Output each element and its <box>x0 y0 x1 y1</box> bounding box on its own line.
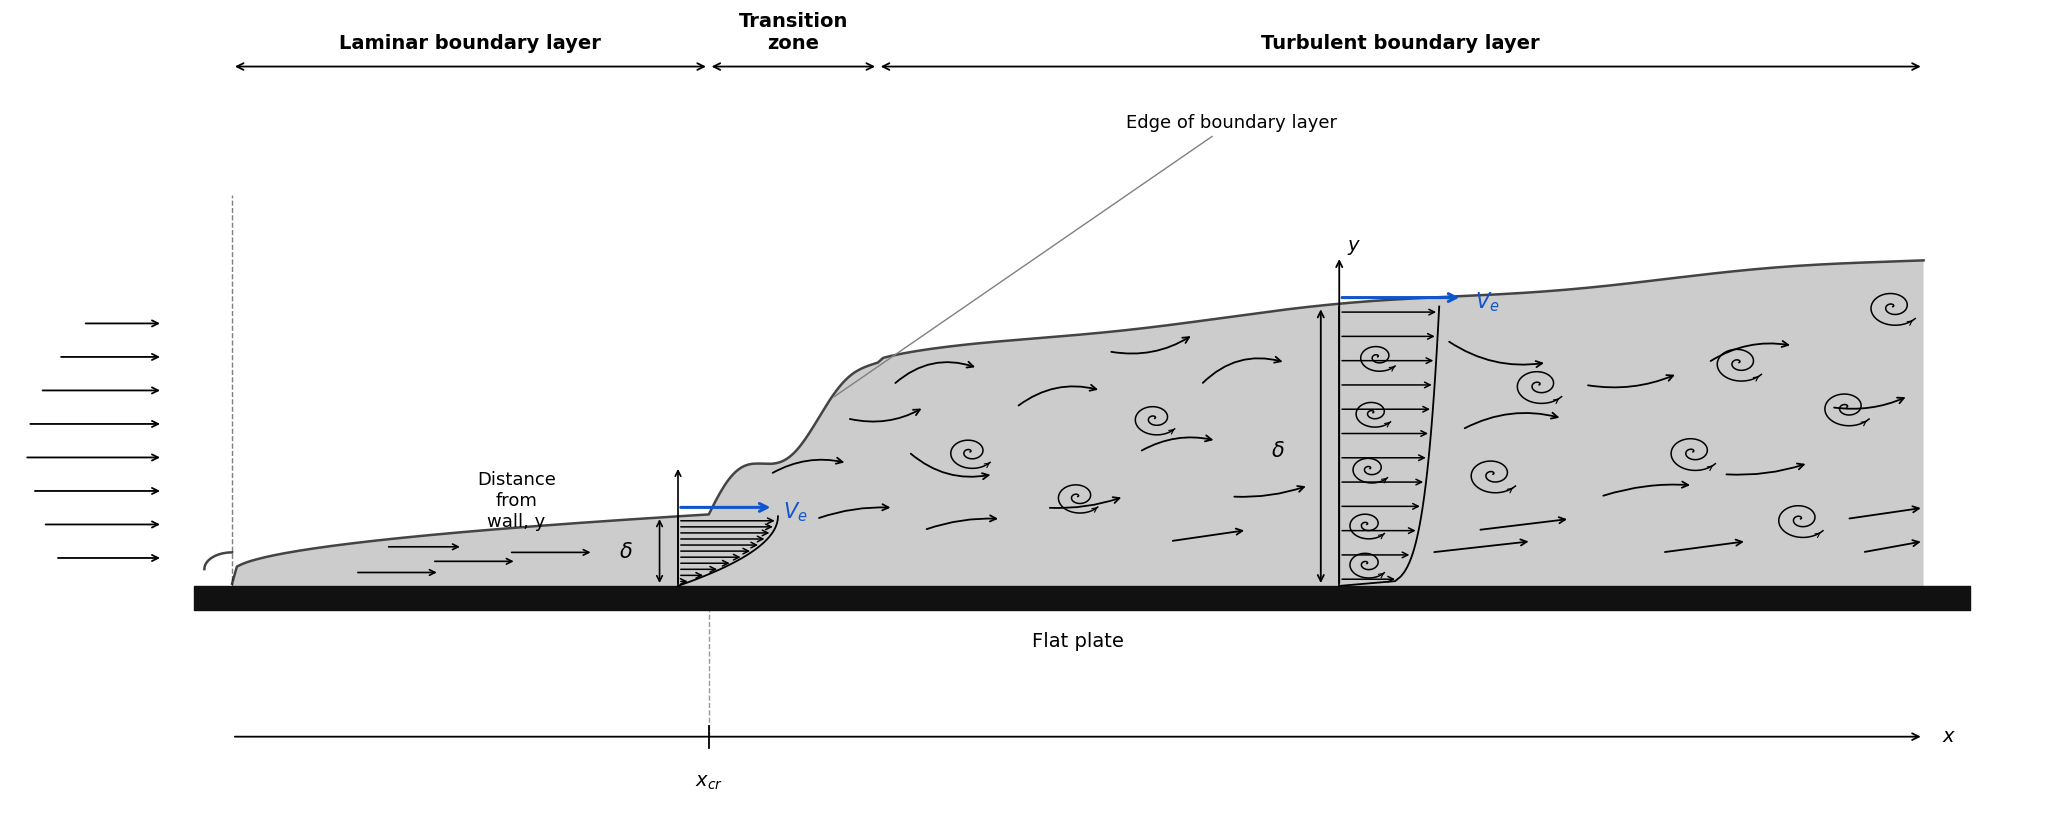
Text: Distance
from
wall, y: Distance from wall, y <box>477 471 555 531</box>
Text: $\delta$: $\delta$ <box>618 542 633 562</box>
Text: $x_{cr}$: $x_{cr}$ <box>694 773 723 792</box>
Text: $y$: $y$ <box>1348 237 1362 257</box>
Polygon shape <box>231 261 1923 586</box>
Text: $V_e$: $V_e$ <box>1475 291 1499 314</box>
Text: $x$: $x$ <box>1942 727 1956 746</box>
Text: Turbulent boundary layer: Turbulent boundary layer <box>1262 34 1540 53</box>
Text: $\delta$: $\delta$ <box>1272 441 1284 461</box>
Text: Laminar boundary layer: Laminar boundary layer <box>340 34 602 53</box>
Text: Edge of boundary layer: Edge of boundary layer <box>834 114 1337 397</box>
Text: Flat plate: Flat plate <box>1032 632 1124 651</box>
Text: $V_e$: $V_e$ <box>782 501 807 524</box>
Text: Transition
zone: Transition zone <box>739 12 848 53</box>
